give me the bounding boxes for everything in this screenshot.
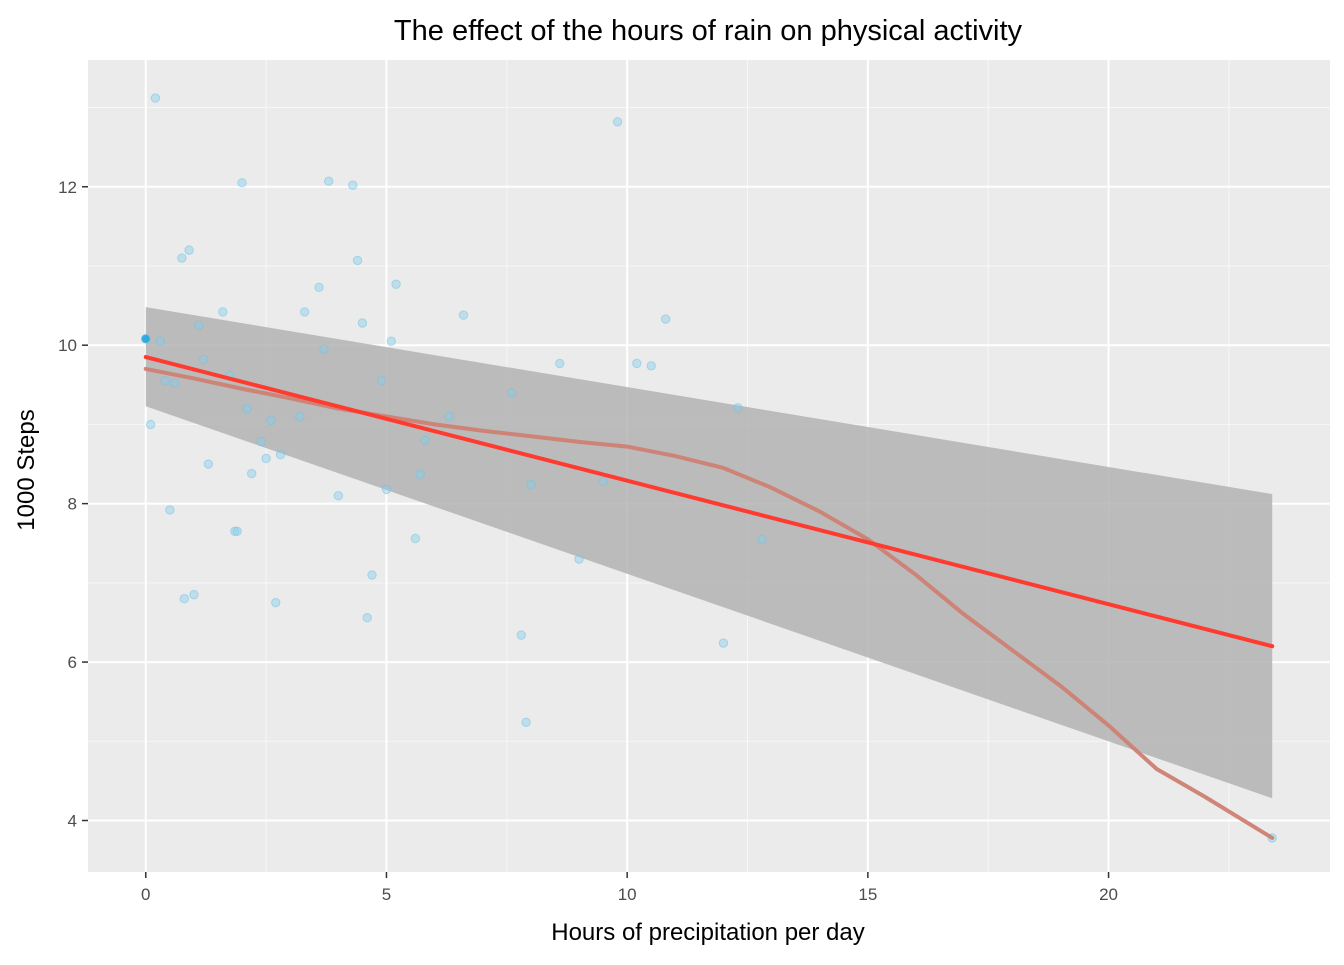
data-point [612,117,623,127]
y-axis-title: 1000 Steps [13,409,40,530]
data-point [160,376,170,386]
data-point [179,593,189,604]
x-tick-label: 20 [1099,885,1118,904]
data-point [198,354,209,365]
plot-panel [88,60,1330,872]
data-point [660,314,671,324]
y-tick-label: 12 [58,178,77,197]
data-point [275,449,286,460]
data-point [526,479,536,490]
data-point [271,597,281,608]
data-point [169,378,180,388]
x-tick-label: 5 [382,885,391,904]
x-tick-label: 0 [141,885,150,904]
axes: 0 5 10 15 20 4 6 8 10 12 [58,178,1118,904]
data-point [757,534,767,544]
data-point [184,245,194,255]
data-point [230,526,240,537]
data-point [194,320,204,331]
data-point [141,334,151,344]
data-point [598,476,608,487]
data-point [348,180,358,190]
data-point [295,411,305,422]
x-tick-label: 15 [858,885,877,904]
loess-fit-line [143,366,1275,840]
data-point [299,307,310,317]
data-point [256,437,267,447]
data-point [733,403,743,413]
data-point [632,358,642,369]
chart-title: The effect of the hours of rain on physi… [394,15,1023,47]
data-point [232,526,242,537]
y-tick-label: 8 [68,495,77,514]
data-point [362,613,372,623]
data-point [323,176,334,186]
data-point [521,717,531,727]
data-point [555,358,565,369]
data-point [391,279,401,289]
x-axis-title: Hours of precipitation per day [551,919,865,946]
fit-lines [143,355,1275,840]
scatter-points [141,93,1277,843]
data-point [574,554,584,564]
data-point [516,630,526,640]
data-point [165,505,175,515]
y-tick-label: 4 [68,812,77,831]
data-point [155,336,165,346]
data-point [218,307,228,317]
data-point [246,468,257,479]
data-point [444,411,454,422]
data-point [718,638,729,648]
data-point [266,415,276,426]
data-point [458,310,469,320]
data-point [415,469,425,480]
data-point [381,484,392,495]
data-point [177,253,187,263]
data-point [367,570,377,580]
y-tick-label: 6 [68,653,77,672]
data-point [376,376,387,386]
data-point [203,459,214,469]
data-point [319,344,329,354]
linear-fit-line [143,355,1275,649]
data-point [357,318,368,328]
data-point [314,282,324,293]
data-point [189,590,199,600]
data-point [242,403,252,414]
data-point [150,93,161,103]
x-tick-label: 10 [618,885,637,904]
y-tick-label: 10 [58,336,77,355]
data-point [506,388,517,398]
data-point [333,491,344,501]
data-point [237,178,247,188]
data-point [261,453,271,464]
data-point [386,336,396,346]
data-point [410,533,421,544]
data-point [646,361,656,371]
data-point [420,435,430,445]
data-point [352,255,363,266]
data-point [145,419,156,430]
